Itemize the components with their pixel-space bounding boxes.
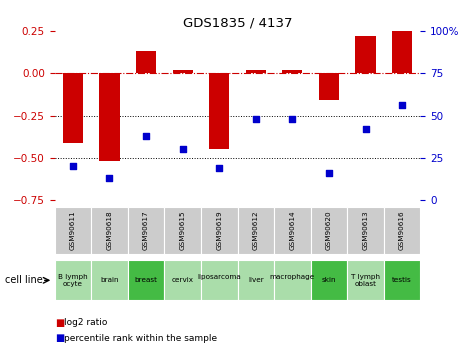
Bar bbox=[91, 207, 128, 254]
Bar bbox=[128, 260, 164, 300]
Text: T lymph
oblast: T lymph oblast bbox=[351, 274, 380, 287]
Bar bbox=[238, 207, 274, 254]
Text: breast: breast bbox=[134, 277, 158, 283]
Text: testis: testis bbox=[392, 277, 412, 283]
Bar bbox=[347, 207, 384, 254]
Title: GDS1835 / 4137: GDS1835 / 4137 bbox=[183, 17, 292, 30]
Point bbox=[252, 116, 259, 122]
Text: GSM90611: GSM90611 bbox=[70, 210, 76, 250]
Point bbox=[216, 165, 223, 171]
Bar bbox=[55, 260, 91, 300]
Bar bbox=[99, 73, 120, 161]
Point bbox=[398, 103, 406, 108]
Text: GSM90619: GSM90619 bbox=[216, 210, 222, 250]
Bar bbox=[319, 73, 339, 100]
Bar bbox=[311, 207, 347, 254]
Bar bbox=[209, 73, 229, 149]
Bar bbox=[311, 260, 347, 300]
Point bbox=[179, 147, 186, 152]
Bar bbox=[347, 260, 384, 300]
Text: log2 ratio: log2 ratio bbox=[64, 318, 107, 327]
Bar bbox=[128, 207, 164, 254]
Point bbox=[325, 170, 332, 176]
Point bbox=[142, 133, 150, 139]
Bar bbox=[63, 73, 83, 142]
Point bbox=[362, 126, 370, 132]
Bar bbox=[274, 260, 311, 300]
Bar bbox=[55, 207, 91, 254]
Text: GSM90617: GSM90617 bbox=[143, 210, 149, 250]
Bar bbox=[355, 36, 376, 73]
Text: ■: ■ bbox=[55, 333, 64, 343]
Text: skin: skin bbox=[322, 277, 336, 283]
Bar bbox=[384, 260, 420, 300]
Text: cell line: cell line bbox=[5, 275, 42, 285]
Point bbox=[105, 175, 113, 181]
Text: GSM90616: GSM90616 bbox=[399, 210, 405, 250]
Bar bbox=[392, 31, 412, 73]
Text: cervix: cervix bbox=[171, 277, 194, 283]
Bar bbox=[91, 260, 128, 300]
Bar bbox=[201, 207, 238, 254]
Text: GSM90614: GSM90614 bbox=[289, 210, 295, 250]
Text: brain: brain bbox=[100, 277, 119, 283]
Bar bbox=[246, 70, 266, 73]
Text: liver: liver bbox=[248, 277, 264, 283]
Text: percentile rank within the sample: percentile rank within the sample bbox=[64, 334, 217, 343]
Text: GSM90615: GSM90615 bbox=[180, 210, 186, 250]
Bar bbox=[136, 51, 156, 73]
Bar bbox=[201, 260, 238, 300]
Text: GSM90620: GSM90620 bbox=[326, 210, 332, 250]
Bar bbox=[164, 260, 201, 300]
Bar bbox=[238, 260, 274, 300]
Text: GSM90618: GSM90618 bbox=[106, 210, 113, 250]
Text: B lymph
ocyte: B lymph ocyte bbox=[58, 274, 88, 287]
Bar bbox=[282, 70, 303, 73]
Text: GSM90612: GSM90612 bbox=[253, 210, 259, 250]
Text: liposarcoma: liposarcoma bbox=[197, 274, 241, 287]
Point bbox=[69, 164, 77, 169]
Point bbox=[289, 116, 296, 122]
Bar bbox=[164, 207, 201, 254]
Text: ■: ■ bbox=[55, 318, 64, 327]
Bar bbox=[172, 70, 193, 73]
Text: macrophage: macrophage bbox=[270, 274, 315, 287]
Text: GSM90613: GSM90613 bbox=[362, 210, 369, 250]
Bar bbox=[384, 207, 420, 254]
Bar bbox=[274, 207, 311, 254]
